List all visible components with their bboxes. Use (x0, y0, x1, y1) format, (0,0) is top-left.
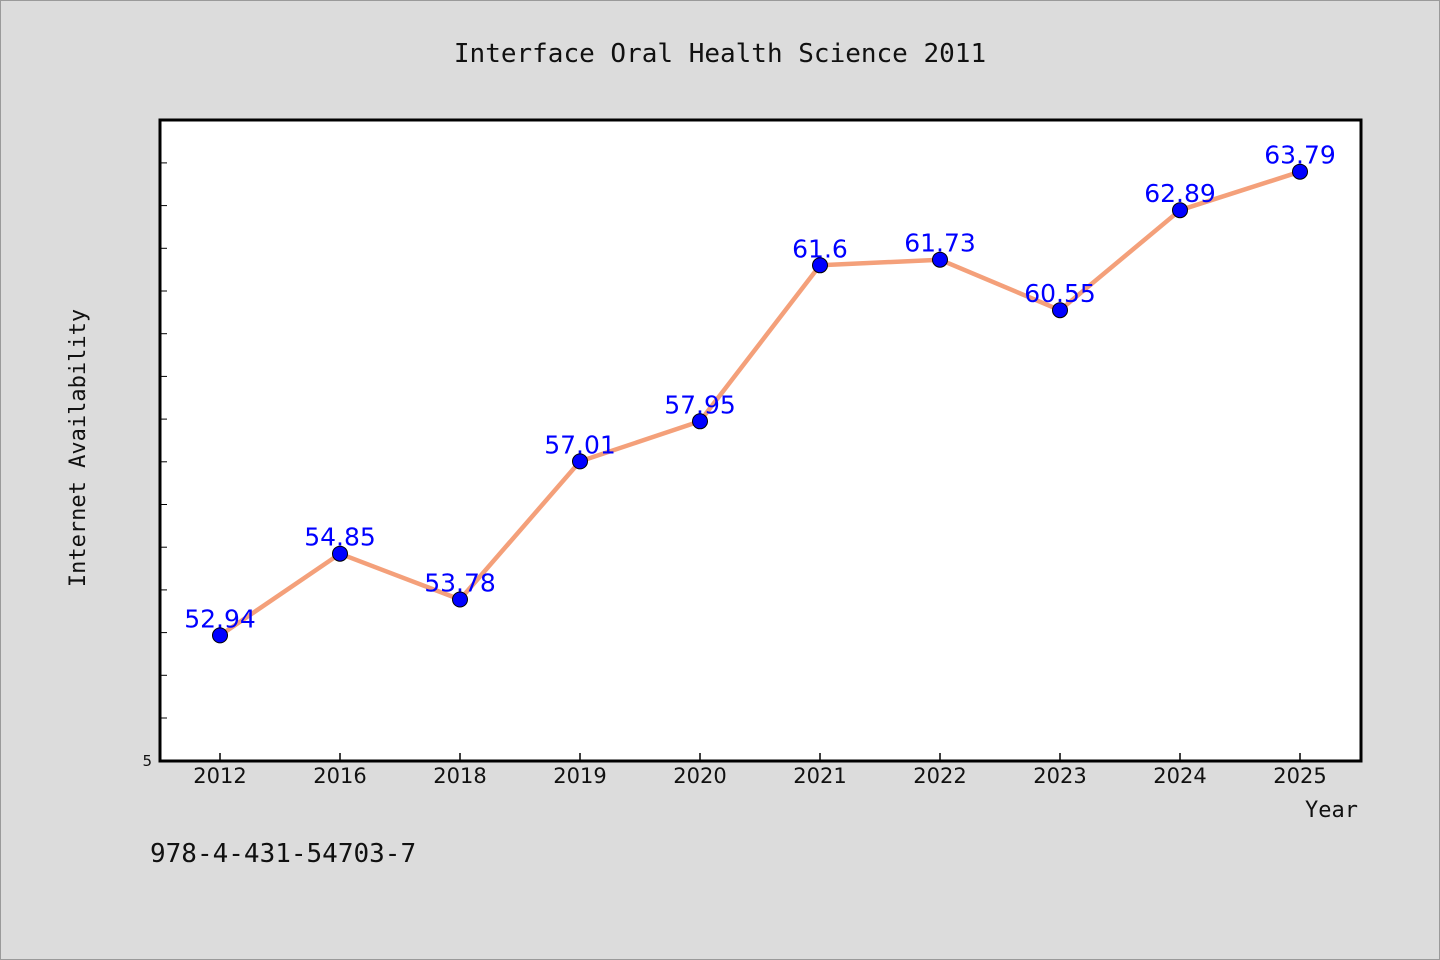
data-point (212, 627, 228, 644)
data-point (452, 591, 468, 608)
x-tick-label: 2024 (1153, 764, 1206, 788)
x-tick-label: 2022 (913, 764, 966, 788)
data-label: 53.78 (424, 569, 496, 598)
series-layer: 52.94 54.85 53.78 57.01 57.95 61.6 61.73 60.55 6… (184, 141, 1336, 644)
data-label: 52.94 (184, 604, 256, 633)
x-tick-label: 2018 (433, 764, 486, 788)
x-tick-label: 2025 (1273, 764, 1326, 788)
data-label: 60.55 (1024, 279, 1096, 308)
data-point (692, 413, 708, 430)
data-point (932, 251, 948, 268)
data-point (572, 453, 588, 470)
data-point (1052, 302, 1068, 319)
series-line (218, 169, 1301, 638)
data-label: 54.85 (304, 523, 376, 552)
data-point (812, 257, 828, 274)
x-tick-label: 2019 (553, 764, 606, 788)
data-label: 61.73 (904, 229, 976, 258)
data-point (1172, 202, 1188, 219)
chart-title: Interface Oral Health Science 2011 (454, 39, 986, 69)
data-label: 57.01 (544, 430, 616, 459)
x-tick-label: 2016 (313, 764, 366, 788)
y-axis-ticks (160, 162, 167, 719)
x-axis-ticks: 2012 2016 2018 2019 2020 2021 2022 2023 2024 2025 (193, 753, 1327, 788)
footer-code: 978-4-431-54703-7 (150, 839, 416, 869)
y-axis-label: Internet Availability (66, 309, 91, 587)
x-tick-label: 2020 (673, 764, 726, 788)
data-point (1292, 163, 1308, 180)
data-label: 57.95 (664, 390, 736, 419)
x-tick-label: 2021 (793, 764, 846, 788)
x-axis-label: Year (1305, 798, 1358, 823)
data-label: 63.79 (1264, 141, 1336, 170)
data-point (332, 545, 348, 562)
data-label: 61.6 (792, 234, 848, 263)
data-label: 62.89 (1144, 179, 1216, 208)
x-tick-label: 2012 (193, 764, 246, 788)
x-tick-label: 2023 (1033, 764, 1086, 788)
y-tick-label: 5 (142, 752, 152, 770)
